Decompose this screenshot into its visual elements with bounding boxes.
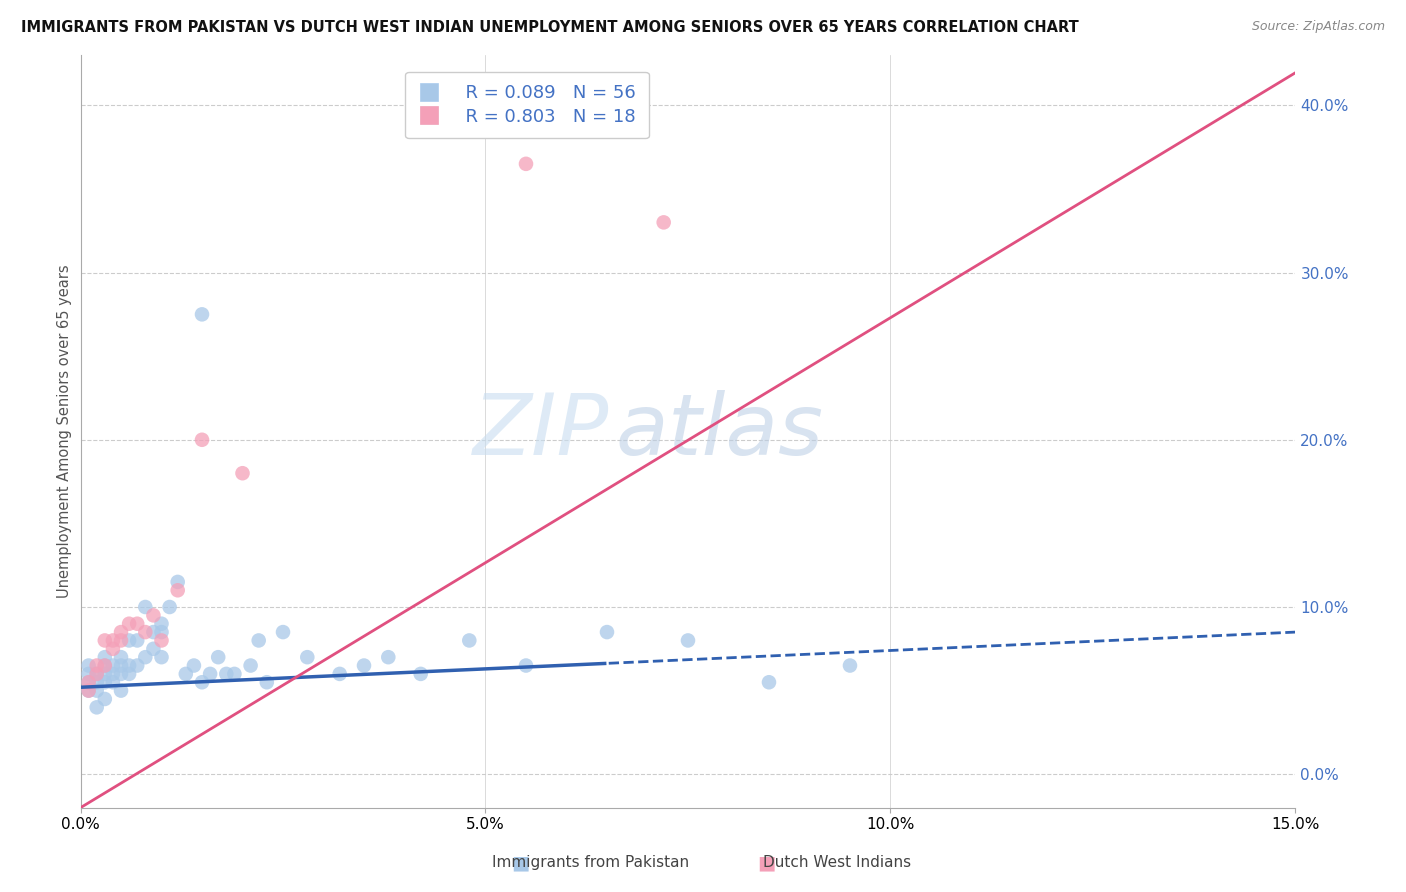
Point xyxy=(142,625,165,640)
Point xyxy=(676,633,699,648)
Point xyxy=(86,658,108,673)
Point xyxy=(86,666,108,681)
Point xyxy=(247,633,270,648)
Point xyxy=(207,650,229,665)
Point xyxy=(94,650,117,665)
Point xyxy=(191,433,214,447)
Point xyxy=(215,666,238,681)
Point xyxy=(409,666,432,681)
Point xyxy=(94,633,117,648)
Point xyxy=(134,625,156,640)
Point xyxy=(94,675,117,690)
Point xyxy=(101,658,124,673)
Point xyxy=(101,633,124,648)
Point xyxy=(86,700,108,714)
Point xyxy=(758,675,780,690)
Point xyxy=(127,616,149,631)
Point xyxy=(94,658,117,673)
Point xyxy=(166,574,188,589)
Point xyxy=(377,650,399,665)
Point xyxy=(110,650,132,665)
Point xyxy=(142,641,165,656)
Text: atlas: atlas xyxy=(614,390,823,473)
Point xyxy=(652,215,675,229)
Point xyxy=(77,683,100,698)
Point xyxy=(174,666,197,681)
Point xyxy=(329,666,352,681)
Point xyxy=(515,658,537,673)
Point xyxy=(256,675,278,690)
Point xyxy=(515,157,537,171)
Point xyxy=(110,658,132,673)
Point xyxy=(231,467,253,481)
Point xyxy=(150,625,173,640)
Point xyxy=(94,692,117,706)
Point xyxy=(458,633,481,648)
Point xyxy=(239,658,262,673)
Point xyxy=(118,633,141,648)
Point xyxy=(297,650,319,665)
Point xyxy=(198,666,221,681)
Point xyxy=(118,616,141,631)
Text: ■: ■ xyxy=(510,853,530,872)
Point xyxy=(118,666,141,681)
Point xyxy=(101,641,124,656)
Point xyxy=(142,608,165,623)
Point xyxy=(150,633,173,648)
Point xyxy=(110,683,132,698)
Point xyxy=(77,683,100,698)
Point xyxy=(86,666,108,681)
Text: Dutch West Indians: Dutch West Indians xyxy=(762,855,911,870)
Point xyxy=(150,616,173,631)
Text: Immigrants from Pakistan: Immigrants from Pakistan xyxy=(492,855,689,870)
Point xyxy=(224,666,246,681)
Point xyxy=(77,658,100,673)
Point xyxy=(134,650,156,665)
Legend:   R = 0.089   N = 56,   R = 0.803   N = 18: R = 0.089 N = 56, R = 0.803 N = 18 xyxy=(405,71,648,138)
Y-axis label: Unemployment Among Seniors over 65 years: Unemployment Among Seniors over 65 years xyxy=(58,265,72,599)
Point xyxy=(271,625,294,640)
Point xyxy=(110,666,132,681)
Point xyxy=(353,658,375,673)
Point xyxy=(127,658,149,673)
Point xyxy=(86,675,108,690)
Point xyxy=(150,650,173,665)
Point xyxy=(110,625,132,640)
Point xyxy=(166,583,188,598)
Point xyxy=(159,599,181,614)
Point xyxy=(94,666,117,681)
Point xyxy=(77,666,100,681)
Point xyxy=(134,599,156,614)
Point xyxy=(77,675,100,690)
Point xyxy=(839,658,862,673)
Text: IMMIGRANTS FROM PAKISTAN VS DUTCH WEST INDIAN UNEMPLOYMENT AMONG SENIORS OVER 65: IMMIGRANTS FROM PAKISTAN VS DUTCH WEST I… xyxy=(21,20,1078,35)
Point xyxy=(183,658,205,673)
Point xyxy=(77,675,100,690)
Point xyxy=(94,658,117,673)
Point xyxy=(191,307,214,321)
Point xyxy=(191,675,214,690)
Text: ZIP: ZIP xyxy=(472,390,609,473)
Point xyxy=(110,633,132,648)
Point xyxy=(127,633,149,648)
Point xyxy=(86,683,108,698)
Text: ■: ■ xyxy=(756,853,776,872)
Text: Source: ZipAtlas.com: Source: ZipAtlas.com xyxy=(1251,20,1385,33)
Point xyxy=(118,658,141,673)
Point xyxy=(101,675,124,690)
Point xyxy=(596,625,619,640)
Point xyxy=(101,666,124,681)
